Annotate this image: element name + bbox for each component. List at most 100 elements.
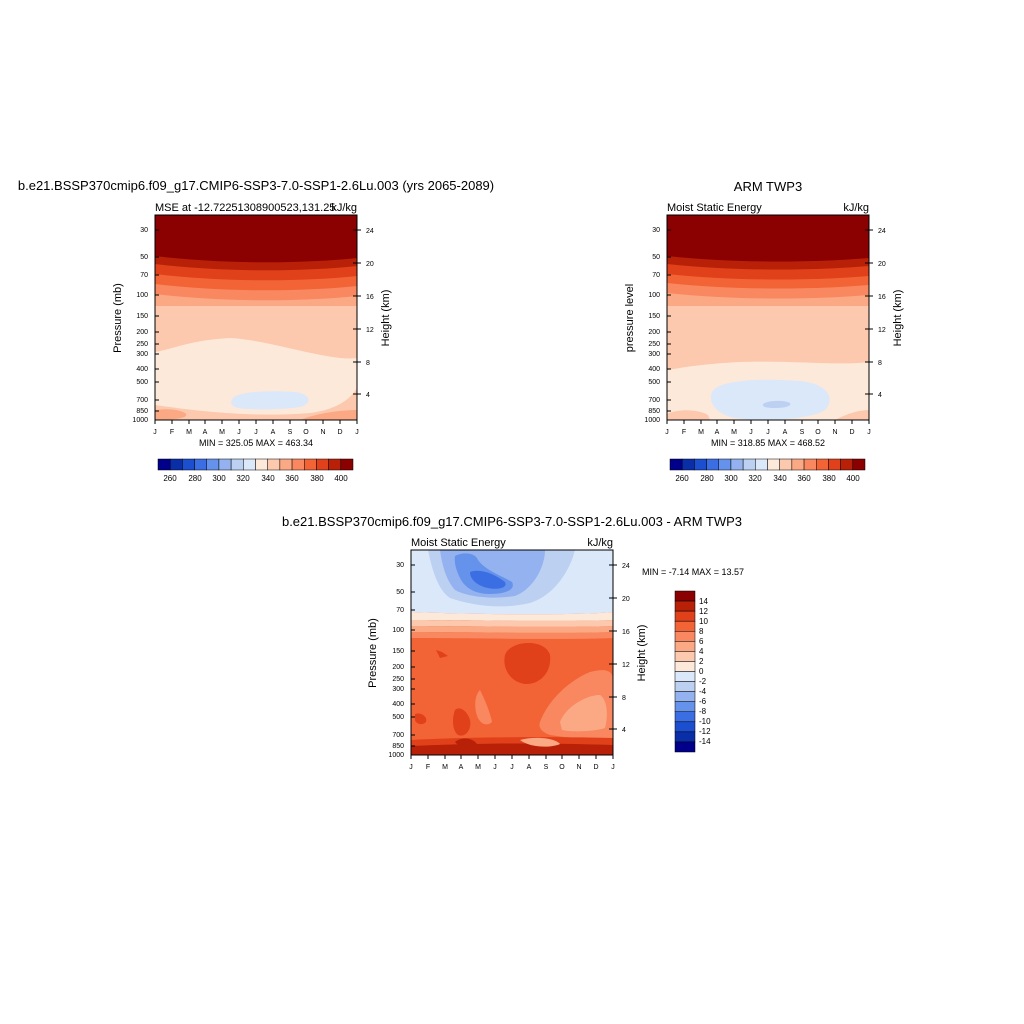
panel-obs-x-ticks: J F M A M J J A S O N D J	[665, 420, 871, 436]
y-tick-label: 30	[396, 562, 404, 569]
colorbar-swatch	[206, 458, 220, 471]
panel-model-plot-area	[154, 214, 358, 421]
x-tick-label: N	[832, 429, 837, 436]
panel-model-right-label: kJ/kg	[331, 202, 357, 214]
colorbar-swatch	[767, 458, 780, 471]
panel-diff-title: b.e21.BSSP370cmip6.f09_g17.CMIP6-SSP3-7.…	[282, 514, 742, 529]
contour-band	[411, 626, 613, 633]
y-tick-label: 850	[136, 408, 148, 415]
right-tick-label: 8	[622, 695, 626, 702]
colorbar-label: 300	[212, 474, 226, 483]
contour-band	[520, 737, 560, 747]
colorbar-swatch	[316, 458, 329, 471]
y-tick-label: 500	[392, 714, 404, 721]
right-tick-label: 16	[622, 629, 630, 636]
colorbar-swatch	[706, 458, 719, 471]
colorbar-swatch	[279, 458, 293, 471]
x-tick-label: N	[576, 764, 581, 771]
colorbar-swatch	[674, 651, 696, 662]
right-tick-label: 4	[622, 727, 626, 734]
contour-band	[155, 409, 357, 420]
y-tick-label: 300	[648, 351, 660, 358]
y-tick-label: 100	[136, 292, 148, 299]
colorbar-swatch	[803, 458, 817, 471]
colorbar-label: 2	[699, 657, 704, 666]
colorbar-swatch	[674, 711, 696, 723]
x-tick-label: A	[203, 429, 208, 436]
x-tick-label: J	[493, 764, 497, 771]
colorbar-swatch	[218, 458, 232, 471]
y-tick-label: 250	[648, 341, 660, 348]
colorbar-swatch	[340, 458, 354, 471]
colorbar-label: -4	[699, 687, 707, 696]
x-tick-label: A	[271, 429, 276, 436]
colorbar-swatch	[674, 620, 696, 632]
x-tick-label: F	[682, 429, 686, 436]
right-tick-label: 16	[878, 294, 886, 301]
colorbar-swatch	[194, 458, 207, 471]
colorbar-label: 340	[261, 474, 275, 483]
colorbar-label: 10	[699, 617, 708, 626]
right-tick-label: 20	[366, 261, 374, 268]
y-tick-label: 250	[392, 676, 404, 683]
x-tick-label: N	[320, 429, 325, 436]
contour-band	[411, 620, 613, 627]
colorbar-label: 340	[773, 474, 787, 483]
colorbar-swatch	[674, 661, 696, 672]
x-tick-label: S	[544, 764, 549, 771]
colorbar-label: -12	[699, 727, 711, 736]
colorbar-label: -8	[699, 707, 707, 716]
y-tick-label: 400	[392, 701, 404, 708]
panel-model-right-ticks: 24 20 16 12 8 4	[353, 228, 374, 399]
y-tick-label: 50	[140, 254, 148, 261]
colorbar-swatch	[779, 458, 793, 471]
colorbar-swatch	[291, 458, 305, 471]
contour-band	[667, 215, 869, 262]
colorbar-swatch	[816, 458, 829, 471]
contour-band	[155, 215, 357, 263]
panel-model: b.e21.BSSP370cmip6.f09_g17.CMIP6-SSP3-7.…	[18, 178, 494, 483]
x-tick-label: D	[849, 429, 854, 436]
right-tick-label: 12	[622, 662, 630, 669]
x-tick-label: J	[867, 429, 871, 436]
x-tick-label: O	[815, 429, 821, 436]
contour-band	[667, 410, 869, 420]
colorbar-swatch	[255, 458, 268, 471]
colorbar-swatch	[730, 458, 744, 471]
colorbar-swatch	[674, 600, 696, 612]
contour-band	[231, 391, 309, 410]
x-tick-label: F	[426, 764, 430, 771]
right-tick-label: 20	[878, 261, 886, 268]
colorbar-swatch	[674, 681, 696, 692]
panel-diff-right-ticks: 24 20 16 12 8 4	[609, 563, 630, 734]
right-tick-label: 4	[878, 392, 882, 399]
y-tick-label: 100	[392, 627, 404, 634]
colorbar-label: -2	[699, 677, 707, 686]
x-tick-label: A	[527, 764, 532, 771]
y-tick-label: 850	[648, 408, 660, 415]
panel-model-title: b.e21.BSSP370cmip6.f09_g17.CMIP6-SSP3-7.…	[18, 178, 494, 193]
colorbar-swatch	[243, 458, 256, 471]
panel-obs-right-ticks: 24 20 16 12 8 4	[865, 228, 886, 399]
x-tick-label: D	[337, 429, 342, 436]
right-tick-label: 24	[366, 228, 374, 235]
panel-obs-plot-area	[666, 214, 870, 421]
x-tick-label: J	[355, 429, 359, 436]
colorbar-label: -14	[699, 737, 711, 746]
y-tick-label: 30	[652, 227, 660, 234]
panel-obs-stats: MIN = 318.85 MAX = 468.52	[711, 438, 825, 448]
y-tick-label: 400	[136, 366, 148, 373]
panel-model-left-label: MSE at -12.72251308900523,131.25	[155, 202, 335, 214]
colorbar-swatch	[852, 458, 866, 471]
panel-model-y-ticks: 30 50 70 100 150 200 250 300 400 500 700…	[132, 227, 159, 424]
y-tick-label: 500	[648, 379, 660, 386]
colorbar-swatch	[674, 721, 696, 733]
x-tick-label: D	[593, 764, 598, 771]
panel-obs: ARM TWP3 Moist Static Energy kJ/kg	[624, 179, 904, 483]
y-tick-label: 200	[136, 329, 148, 336]
right-tick-label: 16	[366, 294, 374, 301]
colorbar-swatch	[840, 458, 854, 471]
x-tick-label: J	[665, 429, 669, 436]
colorbar-label: -6	[699, 697, 707, 706]
right-tick-label: 12	[878, 327, 886, 334]
